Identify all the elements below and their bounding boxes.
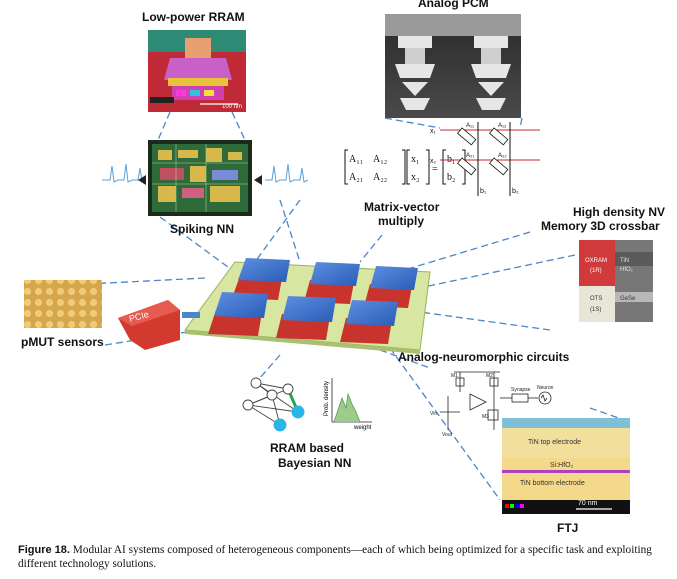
circuit-neuron-text: Neuron: [537, 385, 554, 391]
circuit-m2-text: M2: [486, 373, 493, 379]
figure-canvas: Low-power RRAM 100 nm Analog PCM: [21, 0, 665, 535]
prob-density-text: Prob. density: [324, 381, 330, 416]
crossbar-schematic: x₁ x₂ A₁₁ A₁₂ A₂₁ A₂₂ b₁ b₂: [430, 122, 540, 196]
vector-x2: x₂: [411, 172, 420, 183]
bayesian-network-icon: [242, 377, 305, 432]
crossbar-a21: A₂₁: [466, 153, 474, 159]
analog-neuromorphic-label: Analog-neuromorphic circuits: [398, 350, 570, 364]
matrix-equation: A₁₁ A₁₂ A₂₁ A₂₂ x₁ x₂ = b₁ b₂: [344, 149, 466, 185]
spike-trace-left-icon: [102, 163, 147, 183]
pmut-sensors-label: pMUT sensors: [21, 335, 104, 349]
matrix-vector-label-2: multiply: [378, 214, 424, 228]
caption-label: Figure 18.: [18, 544, 70, 556]
matrix-vector-label-1: Matrix-vector: [364, 200, 440, 214]
circuit-vin-text: Vin: [430, 411, 437, 417]
arrow-right-icon: [254, 175, 262, 185]
vector-b2: b₂: [447, 172, 456, 183]
crossbar-a11: A₁₁: [466, 123, 474, 129]
crossbar-x2: x₂: [430, 158, 437, 165]
high-density-label-2: Memory 3D crossbar: [541, 219, 660, 233]
circuit-vout-text: Vout: [442, 432, 453, 438]
crossbar-a22: A₂₂: [498, 153, 507, 159]
analog-pcm-label: Analog PCM: [418, 0, 489, 10]
pcm-sem-image: [385, 14, 521, 118]
circuit-m1-text: M1: [451, 373, 458, 379]
rram-bayesian-label-1: RRAM based: [270, 441, 344, 455]
crossbar-tem-image: OXRAM (1R) OTS (1S) TiN HfO₂ GeSe: [579, 240, 653, 322]
tem-tin-text: TiN: [620, 258, 629, 264]
oxram-text: OXRAM: [585, 258, 607, 264]
ftj-top-text: TiN top electrode: [528, 439, 581, 446]
caption-text: Modular AI systems composed of heterogen…: [18, 544, 652, 570]
crossbar-a12: A₁₂: [498, 123, 507, 129]
ftj-mid-text: Si:HfO₂: [550, 462, 574, 469]
chip-4: [208, 292, 268, 336]
crossbar-x1: x₁: [430, 128, 437, 135]
ftj-scale-text: 70 nm: [578, 500, 598, 507]
tem-hfo-text: HfO₂: [620, 267, 634, 273]
high-density-label-1: High density NV: [573, 205, 665, 219]
spike-trace-right-icon: [265, 163, 309, 183]
matrix-a22: A₂₂: [373, 172, 387, 183]
matrix-a21: A₂₁: [349, 172, 363, 183]
figure-caption: Figure 18. Modular AI systems composed o…: [18, 543, 664, 571]
low-power-rram-label: Low-power RRAM: [142, 10, 245, 24]
pmut-sensor-array: [24, 280, 102, 328]
vector-x1: x₁: [411, 154, 420, 165]
weight-text: weight: [353, 425, 372, 431]
analog-circuit-schematic: M1 M2 M3 Vin Vout Synapse Neuron: [430, 371, 554, 438]
ots-sub-text: (1S): [590, 307, 601, 313]
chip-array: [208, 258, 418, 344]
matrix-a12: A₁₂: [373, 154, 387, 165]
crossbar-b1: b₁: [480, 188, 487, 195]
matrix-a11: A₁₁: [349, 154, 363, 165]
circuit-synapse-text: Synapse: [511, 387, 531, 393]
crossbar-b2: b₂: [512, 188, 519, 195]
rram-scale-text: 100 nm: [222, 104, 242, 110]
matrix-equals: =: [432, 164, 438, 175]
rram-bayesian-label-2: Bayesian NN: [278, 456, 351, 470]
tem-gese-text: GeSe: [620, 296, 636, 302]
chip-5: [276, 296, 336, 340]
oxram-sub-text: (1R): [590, 268, 602, 274]
distribution-plot-icon: Prob. density weight: [324, 378, 372, 431]
spiking-nn-label: Spiking NN: [170, 222, 234, 236]
chip-6: [340, 300, 398, 344]
ftj-label: FTJ: [557, 521, 578, 535]
rram-micrograph: 100 nm: [148, 30, 246, 112]
circuit-m3-text: M3: [482, 414, 489, 420]
chip-3: [364, 266, 418, 308]
arrow-right-icon: [138, 175, 146, 185]
ftj-tem-image: TiN top electrode Si:HfO₂ TiN bottom ele…: [502, 418, 630, 514]
neuromorphic-chip-die: [148, 140, 252, 216]
ots-text: OTS: [590, 296, 602, 302]
ftj-bottom-text: TiN bottom electrode: [520, 480, 585, 487]
